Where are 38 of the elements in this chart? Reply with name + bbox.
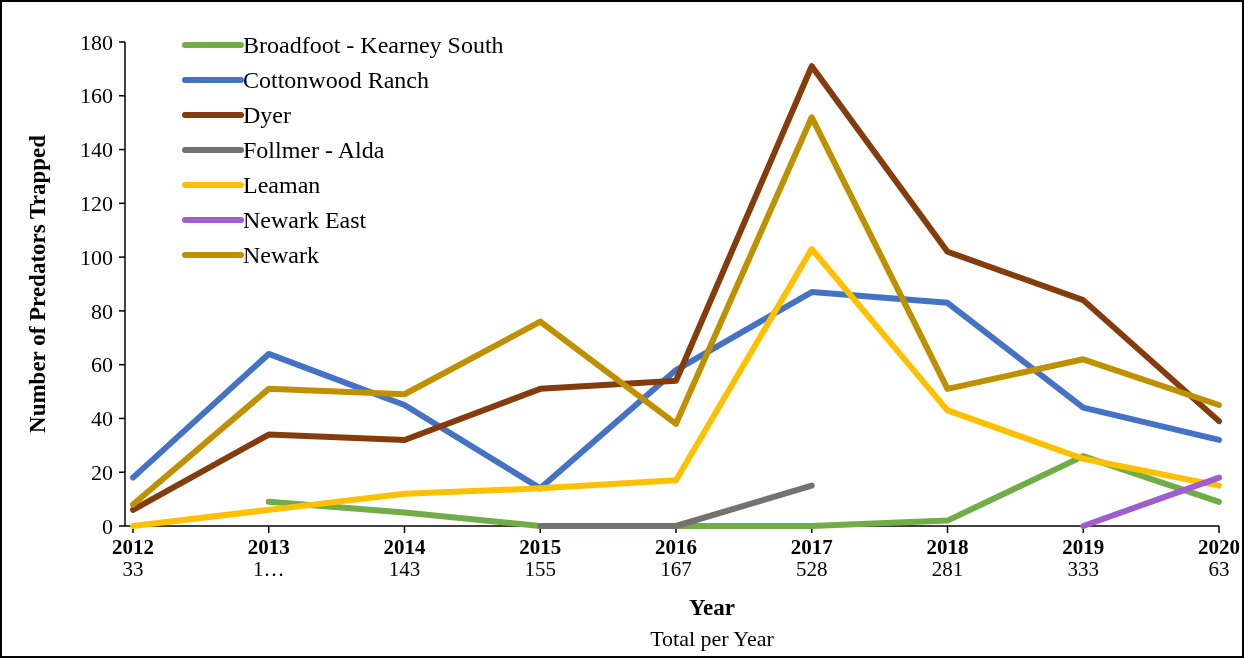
y-tick-label: 0 — [102, 513, 113, 539]
text: Total per Year — [650, 626, 775, 651]
y-tick-label: 40 — [91, 406, 113, 432]
x-tick-label: 2020 — [1198, 535, 1240, 559]
x-tick-label: 2019 — [1062, 535, 1105, 559]
text: 167 — [660, 557, 692, 581]
x-tick-label: 2012 — [112, 535, 154, 559]
legend-label: Newark — [243, 242, 319, 269]
x-tick-label: 2013 — [247, 535, 290, 559]
text: 33 — [122, 557, 144, 581]
text: 333 — [1067, 557, 1099, 581]
text: 528 — [796, 557, 828, 581]
x-tick-label: 2015 — [519, 535, 562, 559]
legend-label: Dyer — [243, 102, 291, 129]
legend-label: Follmer - Alda — [243, 137, 385, 164]
legend-label: Newark East — [243, 207, 367, 234]
legend-label: Broadfoot - Kearney South — [243, 32, 504, 59]
y-tick-label: 60 — [91, 352, 113, 378]
y-axis-title: Number of Predators Trapped — [25, 134, 50, 433]
legend-label: Cottonwood Ranch — [243, 67, 429, 94]
x-tick-label: 2017 — [790, 535, 833, 559]
text: 281 — [931, 557, 964, 581]
x-tick-label: 2016 — [655, 535, 697, 559]
legend-label: Leaman — [243, 172, 321, 199]
x-axis-title: Year — [689, 595, 735, 620]
y-tick-label: 160 — [80, 83, 113, 109]
text: 1… — [253, 557, 285, 581]
y-tick-label: 140 — [80, 137, 113, 163]
text: 155 — [524, 557, 556, 581]
x-tick-label: 2014 — [383, 535, 426, 559]
text: 143 — [388, 557, 421, 581]
text: 63 — [1208, 557, 1230, 581]
y-tick-label: 120 — [80, 191, 113, 217]
y-tick-label: 180 — [80, 29, 113, 55]
y-tick-label: 20 — [91, 459, 113, 485]
y-tick-label: 100 — [80, 244, 113, 270]
x-tick-label: 2018 — [926, 535, 969, 559]
y-tick-label: 80 — [91, 298, 113, 324]
